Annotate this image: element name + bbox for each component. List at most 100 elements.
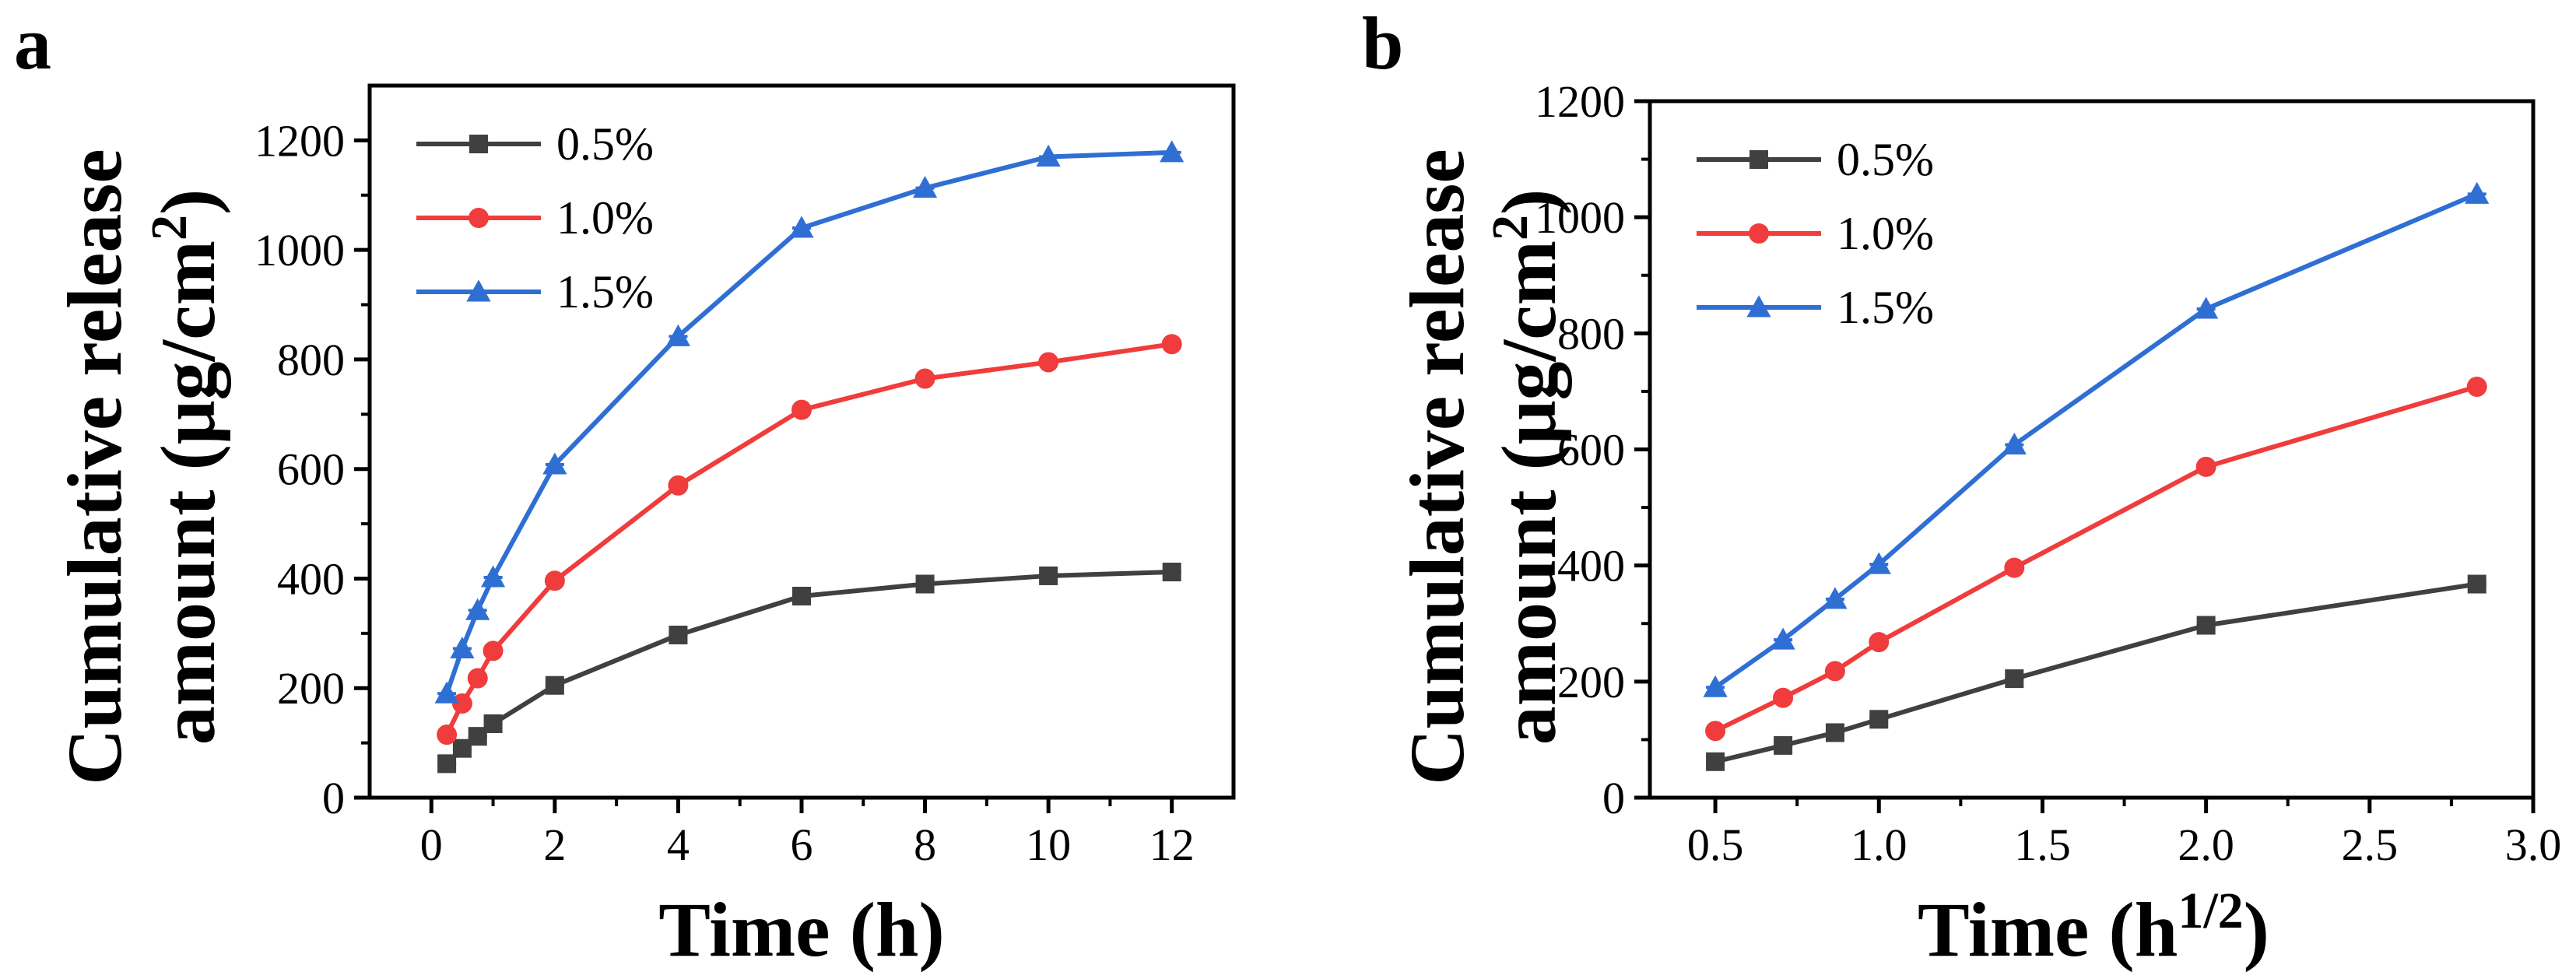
panel-b-data-point [1869, 632, 1890, 653]
panel-b-legend-label: 0.5% [1837, 134, 1934, 185]
panel-b-xlabel: Time (h1/2) [1918, 883, 2269, 974]
panel-a-data-point [914, 368, 935, 389]
panel-a-data-point [1036, 144, 1061, 167]
panel-b-data-point [2194, 297, 2219, 319]
panel-b-letter: b [1362, 2, 1403, 85]
panel-a-data-point [912, 176, 938, 198]
panel-a-data-point [665, 324, 691, 346]
panel-a-ylabel-line2: amount (μg/cm2) [141, 189, 232, 746]
panel-a-letter: a [14, 2, 51, 85]
panel-a-legend-label: 0.5% [556, 118, 654, 170]
panel-b-data-point [1703, 675, 1728, 697]
panel-a-data-point [437, 725, 458, 746]
panel-a-xtick-label: 6 [791, 819, 813, 870]
panel-a-xtick-label: 2 [543, 819, 566, 870]
panel-b-ytick-label: 0 [1602, 773, 1625, 823]
panel-b-data-point [2005, 669, 2024, 689]
panel-a-data-point [668, 475, 689, 496]
panel-a-axes-frame [367, 83, 1236, 800]
panel-b-xtick-label: 2.0 [2178, 819, 2234, 870]
panel-a-series-line [444, 342, 1173, 736]
panel-a-data-point [451, 693, 472, 714]
panel-b-data-point [2466, 376, 2487, 397]
panel-b-data-point [1869, 710, 1889, 729]
panel-b-series-1.0% [1705, 376, 2487, 742]
panel-a-ytick-label: 200 [277, 663, 345, 714]
panel-a-xtick-label: 8 [914, 819, 936, 870]
panel-a-xtick-label: 10 [1026, 819, 1071, 870]
panel-b-xtick-label: 2.5 [2342, 819, 2399, 870]
panel-a-data-point [669, 625, 688, 644]
panel-b-data-point [1824, 661, 1845, 682]
panel-b-data-point [1705, 721, 1726, 742]
panel-b-ytick-label: 200 [1557, 657, 1625, 707]
panel-b-series-0.5% [1706, 574, 2487, 771]
panel-b-ylabel-line1: Cumulative release [1394, 149, 1480, 784]
panel-a-data-point [792, 586, 811, 605]
panel-b-data-point [1823, 587, 1848, 609]
panel-a-series-line [444, 149, 1172, 695]
panel-b-xtick-label: 0.5 [1687, 819, 1744, 870]
panel-a-ytick-label: 1000 [254, 225, 345, 275]
panel-b-data-point [2196, 616, 2216, 635]
panel-a-data-point [1039, 566, 1058, 585]
panel-b-data-point [2195, 456, 2216, 477]
panel-a-data-point [915, 574, 935, 594]
panel-b-ytick-label: 1000 [1535, 192, 1625, 243]
panel-a-legend-label: 1.0% [556, 192, 654, 244]
panel-a-ytick-label: 600 [277, 444, 345, 495]
panel-b-data-point [1771, 627, 1795, 650]
panel-a-legend-label: 1.5% [556, 266, 654, 318]
panel-b-data-point [2004, 557, 2025, 578]
panel-a-data-point [789, 216, 814, 238]
panel-a-legend-marker [469, 135, 488, 153]
panel-a-plot: 0 2 4 6 8 10 12 0 200 400 600 800 1000 1200 0.5% 1.0% 1.… [254, 83, 1236, 870]
panel-a-series-1.5% [434, 140, 1184, 704]
panel-b-ytick-label: 600 [1557, 425, 1625, 475]
panel-b-legend-marker [1746, 295, 1771, 318]
panel-a-data-point [434, 681, 459, 704]
panel-b-legend-label: 1.5% [1837, 282, 1934, 333]
panel-a-data-point [1160, 140, 1184, 163]
panel-a-data-point [791, 399, 812, 420]
panel-a-data-point [483, 640, 504, 661]
panel-b-data-point [1773, 687, 1794, 708]
panel-b-data-point [2002, 432, 2027, 455]
panel-b-ytick-label: 800 [1557, 308, 1625, 359]
panel-a-ytick-label: 1200 [254, 115, 345, 166]
panel-a-ytick-label: 800 [277, 335, 345, 385]
panel-a-series-0.5% [437, 563, 1181, 774]
panel-b-xtick-label: 1.5 [2014, 819, 2071, 870]
panel-b-data-point [1706, 752, 1725, 771]
panel-b-ylabel-line2: amount (μg/cm2) [1482, 189, 1573, 746]
panel-b-xtick-label: 3.0 [2505, 819, 2562, 870]
panel-b-xtick-label: 1.0 [1851, 819, 1907, 870]
panel-a-ytick-label: 0 [322, 773, 345, 823]
panel-a-data-point [1161, 334, 1182, 355]
panel-a-xlabel: Time (h) [658, 886, 945, 973]
panel-a-data-point [544, 570, 565, 591]
panel-b-ytick-label: 1200 [1535, 76, 1625, 127]
panel-b-series-line [1714, 191, 2478, 690]
panel-a-ytick-label: 400 [277, 553, 345, 604]
panel-a-data-point [1162, 563, 1181, 582]
panel-a-data-point [467, 668, 488, 689]
panel-b: b Cumulative release amount (μg/cm2) Tim… [1362, 2, 2561, 973]
panel-a-legend-marker [466, 279, 491, 302]
panel-a-series-1.0% [437, 334, 1182, 746]
panel-a-data-point [542, 452, 567, 475]
panel-b-data-point [1866, 552, 1891, 574]
panel-a-data-point [1038, 352, 1059, 373]
panel-a-data-point [480, 565, 506, 588]
panel-b-plot: 0.5 1.0 1.5 2.0 2.5 3.0 0 200 400 600 800 1000 1200 0… [1535, 76, 2561, 870]
panel-b-legend-marker [1750, 150, 1768, 169]
panel-a-xtick-label: 4 [667, 819, 690, 870]
panel-b-ytick-label: 400 [1557, 541, 1625, 591]
panel-a-data-point [545, 675, 564, 695]
panel-a: a Cumulative release amount (μg/cm2) Tim… [14, 2, 1236, 973]
panel-b-data-point [1825, 723, 1844, 742]
panel-a-xtick-label: 12 [1149, 819, 1195, 870]
panel-b-series-1.5% [1703, 181, 2490, 697]
panel-a-ylabel-line1: Cumulative release [51, 149, 138, 784]
